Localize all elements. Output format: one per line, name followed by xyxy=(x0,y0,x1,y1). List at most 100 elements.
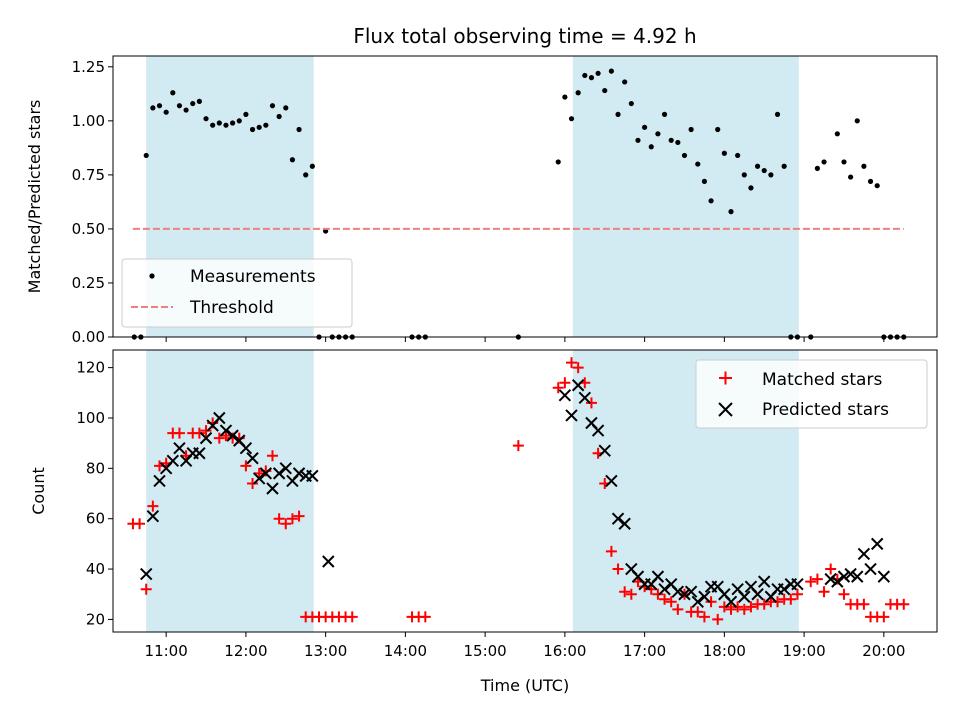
top-observing-span-2 xyxy=(572,56,799,337)
predicted-star-point xyxy=(864,562,877,576)
predicted-star-point xyxy=(618,517,631,530)
matched-star-point xyxy=(619,586,631,598)
predicted-star-point xyxy=(611,512,625,525)
measurement-point xyxy=(628,100,634,107)
measurement-point xyxy=(303,172,309,178)
measurement-point xyxy=(754,163,761,169)
top-y-tick-label: 1.25 xyxy=(72,58,105,76)
ratio-panel: Flux total observing time = 4.92 h 0.000… xyxy=(25,24,938,346)
predicted-star-point xyxy=(671,585,685,598)
matched-star-point xyxy=(705,596,717,608)
matched-star-point xyxy=(193,427,205,439)
matched-star-point xyxy=(173,427,185,439)
predicted-star-point xyxy=(691,595,704,608)
matched-star-point xyxy=(625,588,637,600)
bottom-y-tick-label: 60 xyxy=(86,510,105,528)
measurement-point xyxy=(588,75,595,81)
bottom-axes-frame xyxy=(112,349,938,633)
measurement-point xyxy=(289,157,296,163)
matched-star-point xyxy=(738,603,750,615)
measurement-point xyxy=(283,105,289,111)
matched-star-point xyxy=(838,588,850,600)
predicted-star-point xyxy=(651,570,665,583)
predicted-star-point xyxy=(558,389,572,402)
top-y-tick-label: 0.00 xyxy=(72,328,105,346)
predicted-star-point xyxy=(678,588,691,601)
matched-star-point xyxy=(745,601,757,613)
predicted-star-point xyxy=(279,462,292,475)
measurement-point xyxy=(608,68,614,74)
x-tick-label: 17:00 xyxy=(623,642,666,660)
matched-star-point xyxy=(712,613,724,625)
bottom-y-axis-label: Count xyxy=(29,467,48,515)
chart-title: Flux total observing time = 4.92 h xyxy=(353,24,696,48)
measurement-point xyxy=(230,120,236,126)
measurement-point xyxy=(741,172,747,178)
predicted-star-point xyxy=(146,509,160,523)
measurement-point xyxy=(834,131,840,137)
measurement-point xyxy=(276,113,282,120)
bottom-y-tick-label: 20 xyxy=(86,610,105,628)
top-y-axis-label: Matched/Predicted stars xyxy=(25,100,44,294)
predicted-star-point xyxy=(166,454,180,467)
matched-star-point xyxy=(758,598,770,610)
legend-predicted-label: Predicted stars xyxy=(762,400,889,420)
top-x-ticks xyxy=(165,337,885,342)
measurement-point xyxy=(721,150,727,156)
legend-threshold-label: Threshold xyxy=(189,298,274,318)
measurement-point xyxy=(170,90,176,96)
predicted-star-point xyxy=(751,588,764,601)
measurement-point xyxy=(296,126,302,133)
predicted-star-point xyxy=(591,424,605,437)
matched-star-point xyxy=(266,450,278,462)
legend-matched-marker xyxy=(719,371,732,385)
matched-star-point xyxy=(825,563,837,575)
predicted-star-point xyxy=(658,582,671,596)
matched-star-point xyxy=(140,583,152,595)
measurement-point xyxy=(655,131,661,137)
predicted-star-point xyxy=(684,585,698,598)
matched-star-point xyxy=(818,586,830,598)
bottom-legend-box xyxy=(695,359,928,429)
measurement-point xyxy=(163,109,169,115)
legend-measurements-marker xyxy=(149,273,155,279)
measurement-point xyxy=(715,126,721,133)
matched-star-point xyxy=(147,500,159,512)
matched-star-point xyxy=(672,603,684,615)
measurement-point xyxy=(575,90,581,96)
predicted-star-point xyxy=(306,469,319,483)
matched-star-point xyxy=(273,513,285,525)
top-axes-frame xyxy=(112,55,938,338)
matched-star-point xyxy=(612,563,624,575)
measurement-point xyxy=(249,126,256,133)
x-tick-label: 14:00 xyxy=(384,642,427,660)
predicted-star-point xyxy=(272,467,286,480)
matched-star-point xyxy=(692,606,704,618)
matched-star-point xyxy=(572,362,584,374)
measurement-point xyxy=(814,165,820,171)
predicted-star-point xyxy=(199,431,213,445)
measurement-point xyxy=(774,111,781,117)
matched-star-point xyxy=(652,588,664,600)
measurement-point xyxy=(190,100,196,107)
matched-star-point xyxy=(805,576,817,588)
top-y-ticks: 0.00 0.25 0.50 0.75 1.00 1.25 xyxy=(72,58,113,346)
predicted-star-point xyxy=(605,474,618,488)
x-axis-label: Time (UTC) xyxy=(480,676,569,695)
predicted-star-point xyxy=(213,411,226,425)
predicted-star-point xyxy=(565,409,578,422)
count-panel: 20 40 60 80 100 120 11:00 12:00 13:00 14:00 15:00… xyxy=(29,349,938,695)
matched-star-point xyxy=(605,545,617,557)
matched-star-point xyxy=(878,611,890,623)
predicted-star-point xyxy=(259,467,273,480)
matched-star-point xyxy=(419,611,431,623)
measurement-point xyxy=(681,152,688,159)
measurement-point xyxy=(555,159,561,165)
predicted-star-point xyxy=(239,441,253,455)
measurement-point xyxy=(263,122,269,128)
measurement-point xyxy=(309,163,315,169)
predicted-star-point xyxy=(857,547,871,561)
measurement-point xyxy=(150,105,156,111)
measurement-point xyxy=(216,120,222,126)
predicted-star-point xyxy=(844,567,857,581)
